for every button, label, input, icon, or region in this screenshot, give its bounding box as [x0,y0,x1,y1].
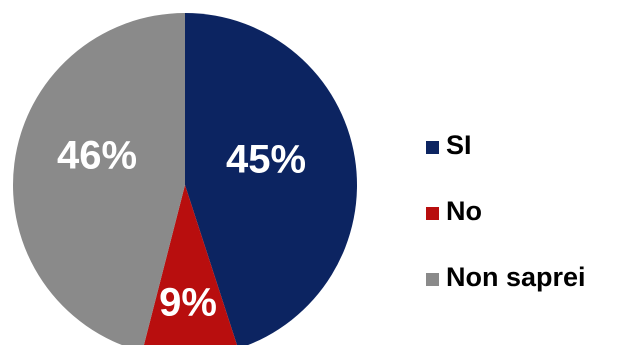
legend-item: No [426,196,482,226]
legend-label: No [446,196,482,226]
pie-slice-non-saprei [13,13,185,345]
legend-swatch [426,273,439,286]
pie-slice-no [143,185,237,345]
legend-item: Non saprei [426,262,586,292]
slice-value-label: 46% [57,134,137,178]
pie-slice-labels: 45% 9% 46% [57,134,306,325]
legend: SI No Non saprei [426,130,586,292]
legend-swatch [426,207,439,220]
pie-slices [13,13,358,345]
pie-slice-si [185,13,358,345]
legend-item: SI [426,130,472,160]
slice-value-label: 9% [159,281,217,325]
legend-swatch [426,141,439,154]
legend-label: Non saprei [446,262,586,292]
slice-value-label: 45% [226,138,306,182]
legend-label: SI [446,130,472,160]
